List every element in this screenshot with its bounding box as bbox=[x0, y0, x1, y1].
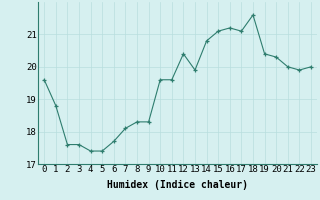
X-axis label: Humidex (Indice chaleur): Humidex (Indice chaleur) bbox=[107, 180, 248, 190]
